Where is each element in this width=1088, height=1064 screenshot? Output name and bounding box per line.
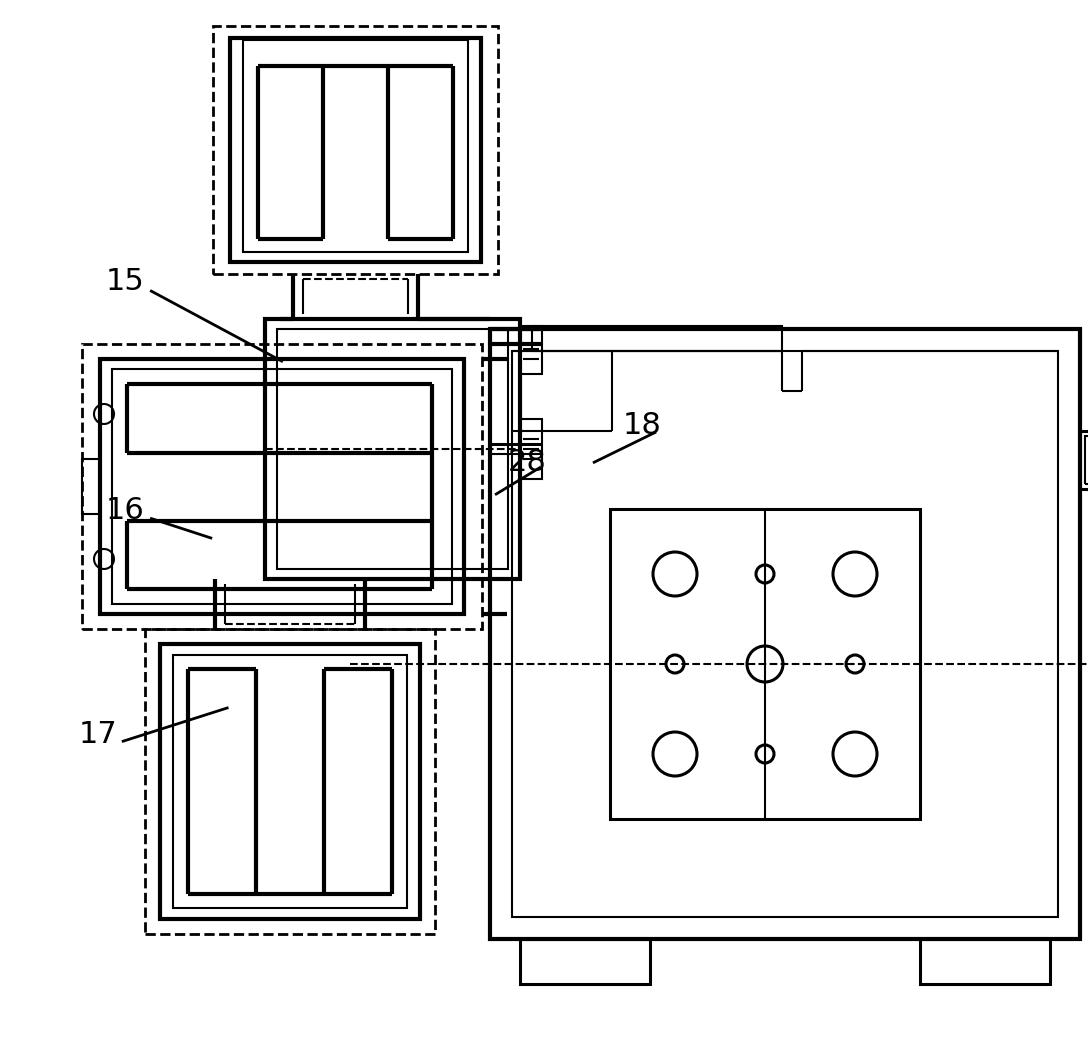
- Bar: [100, 359, 463, 614]
- Bar: [265, 319, 520, 579]
- Text: 28: 28: [508, 448, 547, 478]
- Text: 15: 15: [106, 267, 145, 297]
- Bar: [610, 509, 920, 819]
- Bar: [520, 940, 650, 984]
- Bar: [160, 644, 420, 919]
- Bar: [920, 940, 1050, 984]
- Text: 17: 17: [78, 719, 118, 749]
- Bar: [213, 26, 498, 275]
- Bar: [82, 459, 100, 514]
- Bar: [112, 369, 452, 604]
- Bar: [173, 655, 407, 908]
- Bar: [490, 329, 1080, 940]
- Bar: [1085, 436, 1088, 484]
- Bar: [512, 351, 1058, 917]
- Bar: [82, 344, 482, 629]
- Bar: [243, 40, 468, 252]
- Bar: [277, 329, 508, 569]
- Bar: [520, 419, 542, 479]
- Bar: [230, 38, 481, 262]
- Bar: [532, 326, 782, 351]
- Bar: [1080, 431, 1088, 489]
- Text: 16: 16: [106, 496, 145, 526]
- Text: 18: 18: [622, 411, 662, 440]
- Bar: [145, 629, 435, 934]
- Bar: [520, 326, 542, 375]
